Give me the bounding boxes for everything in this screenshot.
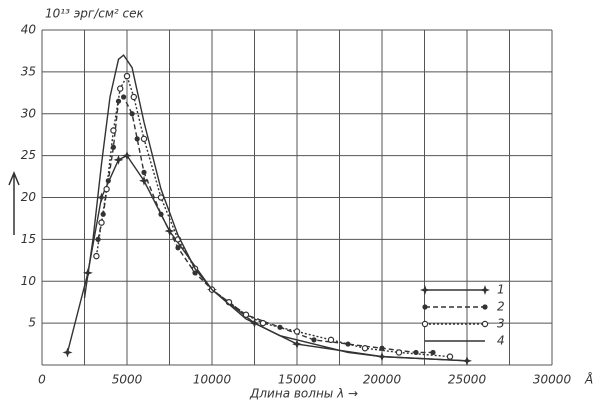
- point: [277, 324, 283, 330]
- legend-label: 3: [497, 317, 505, 331]
- point: [113, 154, 124, 165]
- point: [292, 339, 302, 350]
- point: [139, 175, 149, 186]
- point: [103, 185, 110, 193]
- legend-label: 1: [497, 283, 505, 297]
- x-tick-label: 25000: [448, 373, 487, 387]
- point: [361, 345, 369, 352]
- point: [175, 245, 181, 251]
- y-arrow: [8, 171, 20, 235]
- point: [395, 349, 403, 356]
- y-axis-title: 10¹³ эрг/см² сек: [45, 7, 145, 21]
- point: [134, 136, 140, 142]
- y-tick-label: 15: [21, 232, 36, 246]
- point: [158, 211, 164, 217]
- point: [293, 328, 301, 335]
- series-line: [95, 74, 451, 358]
- x-tick-label: 10000: [193, 373, 232, 387]
- point: [96, 192, 107, 203]
- x-tick-label: 5000: [112, 373, 143, 387]
- point: [413, 349, 419, 356]
- y-tick-label: 40: [21, 23, 37, 37]
- point: [122, 150, 132, 161]
- y-tick-label: 25: [21, 148, 36, 162]
- point: [311, 337, 317, 343]
- x-unit: Å: [584, 372, 593, 387]
- point: [116, 85, 124, 92]
- point: [422, 304, 428, 310]
- y-tick-label: 20: [21, 190, 37, 204]
- series-line: [83, 54, 468, 362]
- point: [482, 304, 488, 310]
- x-tick-label: 0: [38, 373, 46, 387]
- point: [140, 135, 148, 143]
- y-tick-label: 30: [21, 106, 37, 120]
- point: [123, 72, 131, 80]
- x-tick-label: 20000: [363, 373, 402, 387]
- x-tick-label: 30000: [533, 373, 572, 387]
- series-line: [66, 154, 468, 362]
- point: [129, 111, 135, 117]
- point: [446, 353, 454, 360]
- y-tick-label: 5: [28, 316, 36, 330]
- series-line: [97, 95, 433, 354]
- point: [327, 336, 335, 344]
- point: [62, 347, 73, 358]
- point: [481, 320, 489, 328]
- point: [259, 319, 267, 327]
- point: [430, 349, 436, 356]
- point: [95, 236, 101, 242]
- point: [130, 93, 137, 101]
- point: [421, 320, 429, 328]
- y-tick-label: 35: [21, 64, 36, 78]
- legend-label: 4: [497, 334, 505, 348]
- point: [121, 94, 127, 100]
- x-axis-title: Длина волны λ →: [249, 387, 358, 401]
- point: [110, 144, 116, 150]
- y-tick-label: 10: [21, 274, 37, 288]
- point: [110, 127, 117, 134]
- point: [98, 219, 105, 226]
- point: [141, 169, 147, 175]
- point: [93, 252, 100, 260]
- point: [242, 311, 250, 318]
- point: [480, 285, 490, 295]
- x-tick-label: 15000: [278, 373, 317, 387]
- point: [420, 285, 430, 295]
- point: [105, 178, 111, 184]
- legend-label: 2: [497, 300, 505, 314]
